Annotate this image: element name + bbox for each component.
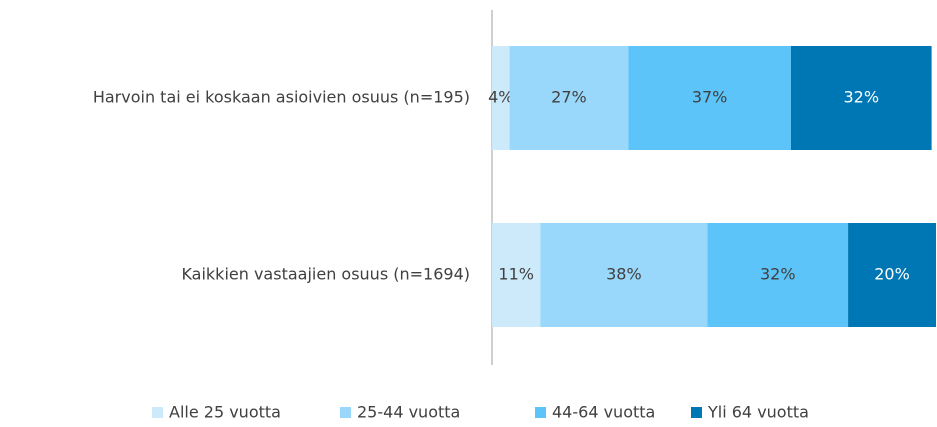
data-label: 11% xyxy=(498,265,534,284)
legend-swatch xyxy=(152,407,163,418)
bar-segment xyxy=(492,223,541,327)
data-label: 37% xyxy=(692,88,728,107)
legend-swatch xyxy=(691,407,702,418)
data-label: 4% xyxy=(488,88,513,107)
data-label: 32% xyxy=(843,88,879,107)
data-label: 38% xyxy=(606,265,642,284)
legend-label: 25-44 vuotta xyxy=(357,403,460,422)
legend-label: Yli 64 vuotta xyxy=(707,403,809,422)
legend-label: 44-64 vuotta xyxy=(552,403,655,422)
data-label: 32% xyxy=(760,265,796,284)
legend-swatch xyxy=(340,407,351,418)
bar-segment xyxy=(492,46,510,150)
legend-label: Alle 25 vuotta xyxy=(169,403,281,422)
bar-segment xyxy=(848,223,936,327)
bar-segment xyxy=(790,46,932,150)
data-label: 20% xyxy=(874,265,910,284)
category-label: Harvoin tai ei koskaan asioivien osuus (… xyxy=(93,88,470,107)
bar-segment xyxy=(540,223,708,327)
bar-segment xyxy=(509,46,629,150)
legend-swatch xyxy=(535,407,546,418)
data-label: 27% xyxy=(551,88,587,107)
category-label: Kaikkien vastaajien osuus (n=1694) xyxy=(181,265,470,284)
bar-segment xyxy=(628,46,791,150)
bar-segment xyxy=(707,223,849,327)
